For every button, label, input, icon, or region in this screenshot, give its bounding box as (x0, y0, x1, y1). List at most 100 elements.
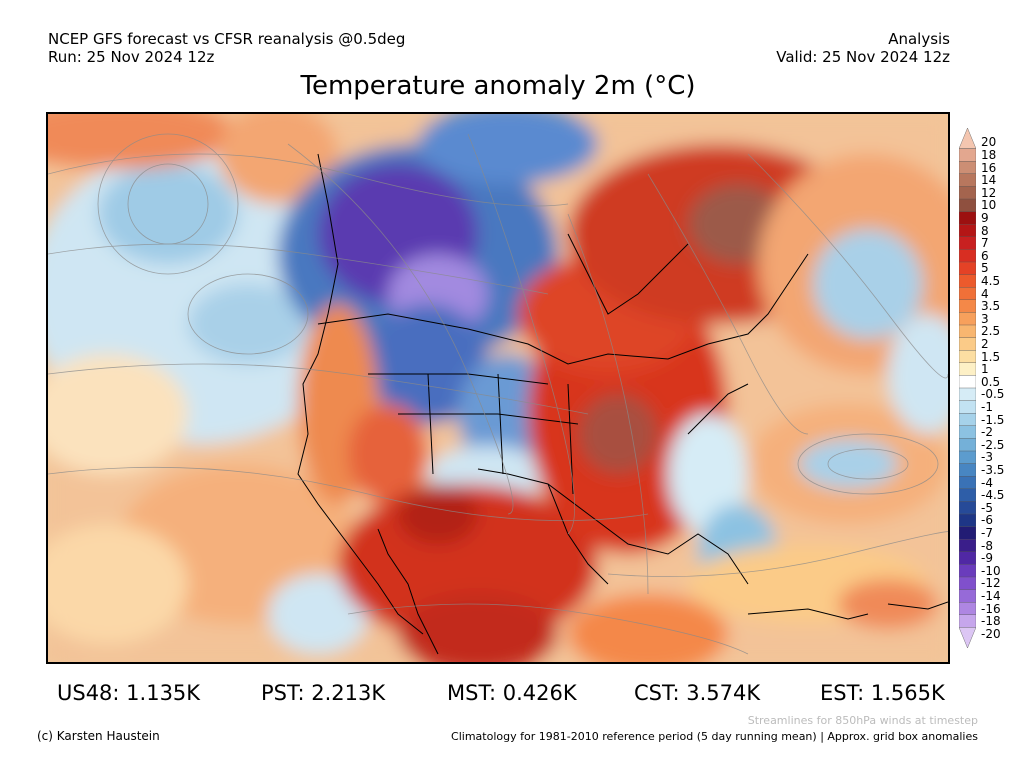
colorbar-label: -4 (981, 475, 993, 490)
colorbar-label: 9 (981, 210, 989, 225)
anomaly-field (48, 114, 948, 662)
colorbar-label: -12 (981, 576, 1001, 591)
model-source-line: NCEP GFS forecast vs CFSR reanalysis @0.… (48, 30, 406, 48)
colorbar-labels: 20 18 16 14 12 10 9 8 7 6 5 4.5 4 3.5 3 2.5 2 1.5 1 0.5 -0.5… (981, 128, 1024, 648)
colorbar-swatch (959, 539, 976, 553)
colorbar-label: -9 (981, 551, 993, 566)
colorbar-swatch (959, 173, 976, 187)
colorbar-swatch (959, 362, 976, 376)
colorbar-label: 6 (981, 248, 989, 263)
stat-pst: PST: 2.213K (261, 681, 386, 705)
colorbar-swatch (959, 387, 976, 402)
colorbar-label: -7 (981, 525, 993, 540)
colorbar-label: -14 (981, 588, 1001, 603)
colorbar-swatch (959, 261, 976, 276)
colorbar-swatch (959, 526, 976, 540)
colorbar-label: -2 (981, 425, 993, 440)
colorbar-label: -0.5 (981, 387, 1005, 402)
copyright-credit: (c) Karsten Haustein (37, 729, 160, 743)
colorbar-label: 14 (981, 173, 997, 188)
colorbar-label: 8 (981, 223, 989, 238)
colorbar-swatch (959, 161, 976, 175)
colorbar-swatch (959, 198, 976, 213)
colorbar-swatch (959, 211, 976, 225)
colorbar-label: -18 (981, 614, 1001, 629)
colorbar-swatch (959, 450, 976, 465)
stat-us48: US48: 1.135K (57, 681, 201, 705)
colorbar-label: -3.5 (981, 462, 1005, 477)
colorbar-label: 0.5 (981, 374, 1001, 389)
colorbar-label: -20 (981, 626, 1001, 641)
streamlines-850hpa (48, 133, 948, 655)
colorbar-label: -8 (981, 538, 993, 553)
colorbar-label: 7 (981, 236, 989, 251)
colorbar-swatch (959, 576, 976, 591)
colorbar-label: -2.5 (981, 437, 1005, 452)
colorbar-label: -6 (981, 513, 993, 528)
colorbar-swatch (959, 513, 976, 528)
colorbar-label: 5 (981, 261, 989, 276)
colorbar-label: 16 (981, 160, 997, 175)
colorbar-swatch (959, 148, 976, 162)
colorbar-swatch (959, 349, 976, 364)
colorbar-label: 12 (981, 185, 997, 200)
colorbar-swatch (959, 312, 976, 326)
colorbar-label: 3.5 (981, 299, 1001, 314)
temperature-anomaly-map (46, 112, 950, 664)
colorbar-swatch (959, 501, 976, 515)
colorbar-label: -1 (981, 399, 993, 414)
streamline-note: Streamlines for 850hPa winds at timestep (747, 714, 978, 727)
colorbar-swatch (959, 463, 976, 477)
map-title: Temperature anomaly 2m (°C) (300, 71, 696, 101)
colorbar-swatch (959, 589, 976, 603)
region-stats: US48: 1.135K PST: 2.213K MST: 0.426K CST… (0, 680, 1024, 706)
colorbar-swatch (959, 186, 976, 200)
valid-time-line: Valid: 25 Nov 2024 12z (776, 48, 950, 66)
stat-mst: MST: 0.426K (447, 681, 577, 705)
colorbar-label: 2.5 (981, 324, 1001, 339)
colorbar (959, 128, 976, 648)
colorbar-swatch (959, 438, 976, 452)
stat-est: EST: 1.565K (820, 681, 945, 705)
colorbar-swatch (959, 236, 976, 250)
header-left: NCEP GFS forecast vs CFSR reanalysis @0.… (48, 30, 405, 66)
colorbar-swatch (959, 627, 976, 648)
colorbar-swatch (959, 602, 976, 616)
header-right: Analysis Valid: 25 Nov 2024 12z (776, 30, 950, 66)
colorbar-swatch (959, 324, 976, 339)
colorbar-swatch (959, 337, 976, 351)
colorbar-label: 1 (981, 362, 989, 377)
colorbar-swatch (959, 476, 976, 490)
colorbar-swatch (959, 223, 976, 238)
colorbar-label: -3 (981, 450, 993, 465)
colorbar-label: -10 (981, 563, 1001, 578)
colorbar-label: 18 (981, 147, 997, 162)
colorbar-label: 10 (981, 198, 997, 213)
colorbar-label: -1.5 (981, 412, 1005, 427)
colorbar-swatch (959, 614, 976, 628)
mode-label: Analysis (888, 30, 950, 48)
colorbar-label: -16 (981, 601, 1001, 616)
colorbar-swatch (959, 249, 976, 263)
colorbar-label: 3 (981, 311, 989, 326)
colorbar-swatch (959, 274, 976, 288)
colorbar-swatch (959, 564, 976, 578)
colorbar-swatch (959, 400, 976, 414)
colorbar-label: 20 (981, 135, 997, 150)
map-canvas (48, 114, 948, 662)
colorbar-label: 1.5 (981, 349, 1001, 364)
colorbar-label: -5 (981, 500, 993, 515)
colorbar-swatch (959, 413, 976, 427)
colorbar-swatch (959, 128, 976, 149)
colorbar-swatch (959, 375, 976, 389)
colorbar-swatch (959, 286, 976, 301)
colorbar-swatch (959, 551, 976, 565)
run-time-line: Run: 25 Nov 2024 12z (48, 48, 215, 66)
colorbar-swatch (959, 488, 976, 502)
coastline-borders (297, 153, 948, 655)
colorbar-label: 4 (981, 286, 989, 301)
colorbar-swatch (959, 299, 976, 313)
stat-cst: CST: 3.574K (634, 681, 761, 705)
climatology-note: Climatology for 1981-2010 reference peri… (451, 730, 978, 743)
colorbar-swatch (959, 425, 976, 439)
